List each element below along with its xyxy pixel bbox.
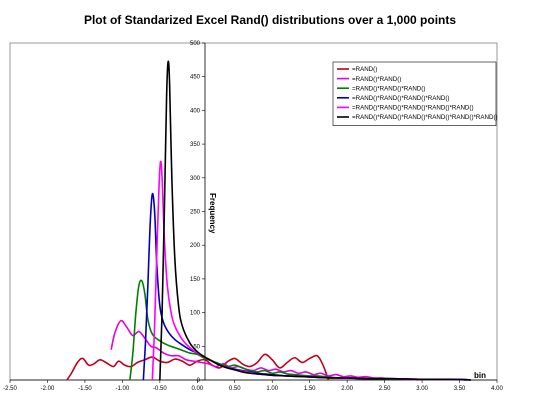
series-line-6 <box>159 60 471 381</box>
x-axis-label: bin <box>474 371 486 380</box>
x-tick-label: 1.00 <box>266 386 278 392</box>
plot-area <box>66 60 471 381</box>
legend-entry: =RAND()*RAND()*RAND()*RAND()*RAND() <box>352 105 474 112</box>
x-tick-label: 2.50 <box>379 386 391 392</box>
legend-box <box>332 61 497 126</box>
y-tick-label: 350 <box>190 142 201 148</box>
y-tick-label: 50 <box>193 344 200 350</box>
y-tick-label: 250 <box>190 210 201 216</box>
y-tick-label: 150 <box>190 277 201 283</box>
y-tick-label: 450 <box>190 75 201 81</box>
legend-entry: =RAND() <box>352 66 377 73</box>
y-tick-label: 100 <box>190 311 201 317</box>
x-tick-label: -1.50 <box>78 386 92 392</box>
x-tick-label: 3.00 <box>416 386 428 392</box>
y-axis-label: Frequency <box>208 193 217 234</box>
x-tick-label: 4.00 <box>491 386 503 392</box>
series-line-1 <box>66 353 330 381</box>
legend-entry: =RAND()*RAND()*RAND()*RAND()*RAND()*RAND… <box>352 114 498 121</box>
legend-entry: =RAND()*RAND() <box>352 76 401 83</box>
x-tick-label: 2.00 <box>341 386 353 392</box>
legend-entry: =RAND()*RAND()*RAND()*RAND() <box>352 95 449 102</box>
series-line-4 <box>142 192 471 381</box>
legend-entry: =RAND()*RAND()*RAND() <box>352 85 425 92</box>
x-tick-label: -1.00 <box>116 386 130 392</box>
x-tick-label: 1.50 <box>304 386 316 392</box>
x-tick-label: -2.00 <box>41 386 55 392</box>
y-tick-label: 400 <box>190 108 201 114</box>
y-tick-label: 0 <box>197 378 201 384</box>
y-tick-label: 500 <box>190 41 201 47</box>
y-tick-label: 200 <box>190 243 201 249</box>
x-tick-label: -2.50 <box>3 386 17 392</box>
x-tick-label: 3.50 <box>454 386 466 392</box>
series-line-2 <box>110 319 419 381</box>
chart-title: Plot of Standarized Excel Rand() distrib… <box>84 13 456 27</box>
legend: =RAND() =RAND()*RAND() =RAND()*RAND()*RAND… <box>332 61 498 126</box>
series-line-3 <box>129 279 468 381</box>
x-tick-label: 0.00 <box>191 386 203 392</box>
x-tick-label: 0.50 <box>229 386 241 392</box>
x-tick-label: -0.50 <box>153 386 167 392</box>
y-tick-label: 300 <box>190 176 201 182</box>
